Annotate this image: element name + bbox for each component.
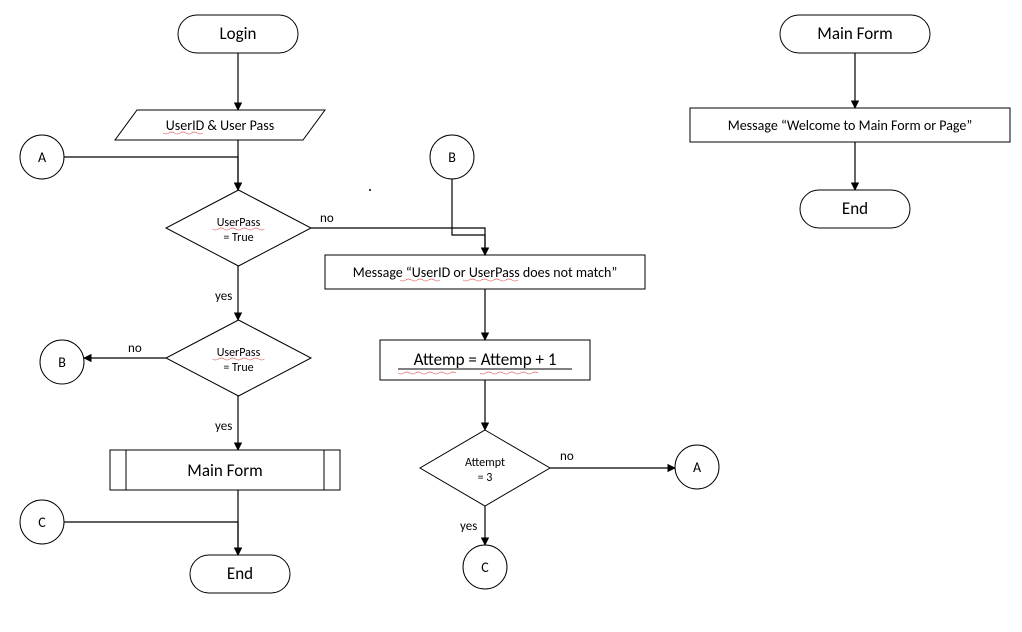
decision-line2: = True: [223, 231, 253, 245]
process-label: Message “UserID or UserPass does not mat…: [353, 264, 618, 281]
connector-label: C: [481, 559, 489, 576]
edge-label: no: [128, 341, 142, 356]
edge: [311, 228, 485, 255]
process-label: Attemp = Attemp + 1: [414, 349, 557, 370]
edge: [452, 179, 485, 255]
io-label: UserID & User Pass: [166, 117, 274, 134]
decision-line1: UserPass: [217, 346, 261, 360]
connector-label: B: [448, 149, 456, 166]
edge-label: no: [560, 449, 574, 464]
predefined-label: Main Form: [187, 460, 262, 481]
connector-label: A: [38, 149, 47, 166]
edge-label: yes: [215, 289, 232, 304]
connector-label: C: [38, 514, 46, 531]
edge: [64, 522, 238, 555]
terminator-label: Main Form: [817, 23, 892, 44]
edge-label: yes: [215, 419, 232, 434]
edge: [64, 157, 238, 190]
decision-line2: = 3: [478, 471, 493, 485]
terminator-label: Login: [220, 23, 257, 44]
connector-label: A: [693, 459, 702, 476]
terminator-label: End: [842, 198, 868, 219]
terminator-label: End: [227, 563, 253, 584]
connector-label: B: [58, 354, 66, 371]
decision-line2: = True: [223, 361, 253, 375]
edge-label: no: [320, 211, 334, 226]
decision-line1: Attempt: [465, 456, 505, 470]
process-label: Message “Welcome to Main Form or Page”: [728, 117, 972, 134]
decision-line1: UserPass: [217, 216, 261, 230]
edge-label: yes: [460, 519, 477, 534]
